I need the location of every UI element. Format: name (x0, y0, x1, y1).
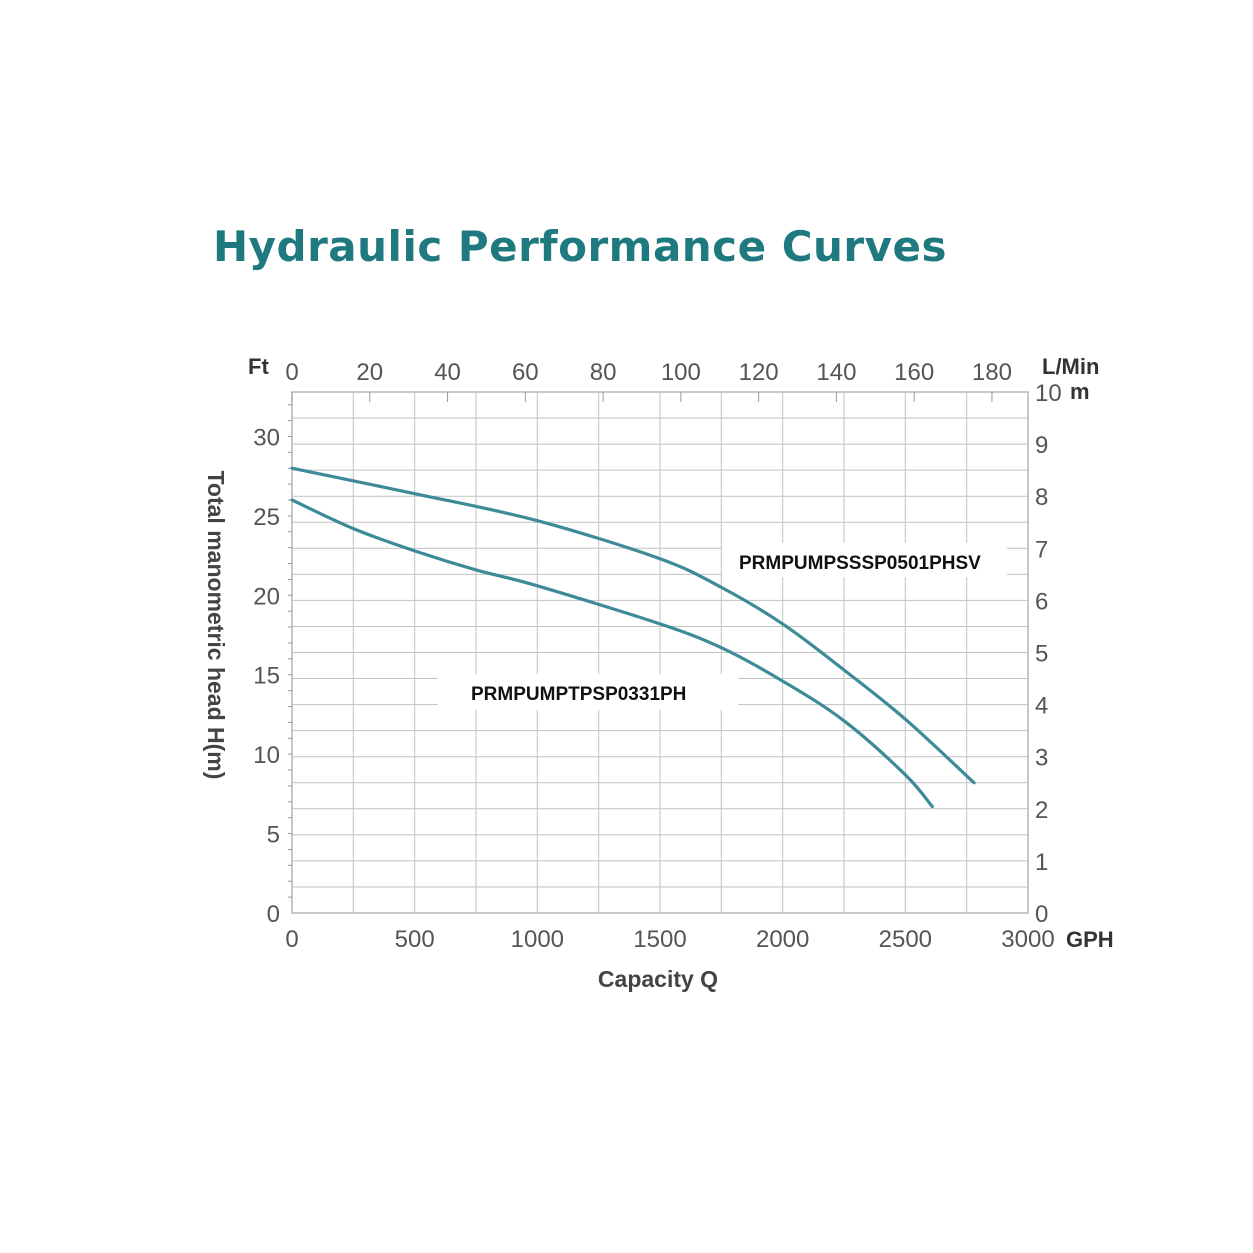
x-top-tick-label: 20 (356, 359, 383, 386)
x-top-tick-label: 140 (816, 359, 856, 386)
y-left-tick-label: 0 (267, 901, 280, 928)
chart-title: Hydraulic Performance Curves (213, 222, 947, 271)
x-top-tick-label: 100 (661, 359, 701, 386)
x-tick-label: 2000 (756, 926, 809, 953)
series-label-bg-1 (722, 543, 1007, 577)
series-label-1: PRMPUMPSSSP0501PHSV (739, 553, 981, 574)
plot-frame (291, 391, 1029, 914)
x-axis-label: Capacity Q (598, 966, 718, 992)
y-axis-label: Total manometric head H(m) (203, 471, 229, 780)
y-left-unit: Ft (248, 354, 269, 379)
series-label-bg-2 (438, 674, 738, 710)
y-right-tick-label: 3 (1035, 745, 1048, 772)
y-right-tick-label: 10 (1035, 380, 1062, 407)
x-tick-label: 3000 (1001, 926, 1054, 953)
x-top-tick-label: 40 (434, 359, 461, 386)
y-left-tick-label: 10 (253, 742, 280, 769)
x-top-tick-label: 80 (590, 359, 617, 386)
y-right-unit: m (1070, 379, 1090, 404)
x-tick-label: 0 (285, 926, 298, 953)
x-top-tick-label: 180 (972, 359, 1012, 386)
x-tick-label: 500 (395, 926, 435, 953)
y-left-tick-label: 30 (253, 424, 280, 451)
y-right-tick-label: 1 (1035, 849, 1048, 876)
x-top-unit: L/Min (1042, 354, 1099, 379)
curves (290, 466, 976, 809)
series-line-prmpumpsssp0501phsv (290, 466, 976, 785)
x-top-tick-label: 120 (739, 359, 779, 386)
x-top-tick-label: 160 (894, 359, 934, 386)
y-right-tick-label: 4 (1035, 693, 1048, 720)
y-left-tick-label: 15 (253, 663, 280, 690)
y-right-tick-label: 0 (1035, 901, 1048, 928)
y-right-tick-label: 9 (1035, 432, 1048, 459)
y-left-tick-label: 5 (267, 822, 280, 849)
series-line-prmpumptpsp0331ph (290, 498, 934, 809)
y-right-tick-label: 5 (1035, 641, 1048, 668)
y-right-tick-label: 7 (1035, 536, 1048, 563)
y-left-tick-label: 25 (253, 504, 280, 531)
y-right-tick-label: 6 (1035, 588, 1048, 615)
y-right-tick-label: 8 (1035, 484, 1048, 511)
y-right-tick-label: 2 (1035, 797, 1048, 824)
grid (292, 392, 1028, 913)
x-tick-label: 1500 (633, 926, 686, 953)
x-tick-label: 2500 (879, 926, 932, 953)
x-top-tick-label: 60 (512, 359, 539, 386)
x-top-tick-label: 0 (285, 359, 298, 386)
x-unit: GPH (1066, 927, 1114, 952)
y-left-tick-label: 20 (253, 583, 280, 610)
x-tick-label: 1000 (511, 926, 564, 953)
series-label-2: PRMPUMPTPSP0331PH (471, 684, 686, 705)
